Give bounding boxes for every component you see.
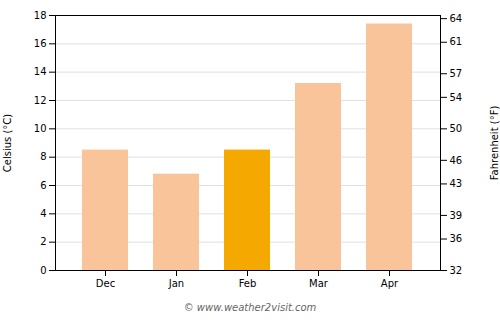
svg-text:Celsius (°C): Celsius (°C) bbox=[2, 114, 13, 173]
svg-text:64: 64 bbox=[450, 13, 463, 24]
svg-text:10: 10 bbox=[34, 123, 47, 134]
svg-text:Dec: Dec bbox=[96, 278, 115, 289]
svg-text:Feb: Feb bbox=[239, 278, 257, 289]
svg-text:14: 14 bbox=[34, 66, 47, 77]
svg-text:57: 57 bbox=[450, 68, 463, 79]
svg-text:18: 18 bbox=[34, 10, 47, 21]
svg-text:32: 32 bbox=[450, 265, 463, 276]
svg-text:39: 39 bbox=[450, 210, 463, 221]
svg-text:8: 8 bbox=[40, 151, 46, 162]
svg-text:61: 61 bbox=[450, 36, 463, 47]
svg-text:0: 0 bbox=[40, 265, 46, 276]
svg-text:2: 2 bbox=[40, 236, 46, 247]
svg-text:Fahrenheit (°F): Fahrenheit (°F) bbox=[489, 106, 500, 181]
svg-text:43: 43 bbox=[450, 178, 463, 189]
svg-text:36: 36 bbox=[450, 233, 463, 244]
html-text:© www.weather2visit.com: © www.weather2visit.com bbox=[183, 302, 317, 313]
svg-text:Mar: Mar bbox=[309, 278, 329, 289]
svg-text:54: 54 bbox=[450, 92, 463, 103]
svg-text:50: 50 bbox=[450, 123, 463, 134]
svg-text:Jan: Jan bbox=[168, 278, 184, 289]
svg-text:6: 6 bbox=[40, 180, 46, 191]
svg-text:Apr: Apr bbox=[381, 278, 399, 289]
svg-text:16: 16 bbox=[34, 38, 47, 49]
svg-text:12: 12 bbox=[34, 95, 47, 106]
svg-text:46: 46 bbox=[450, 155, 463, 166]
svg-text:4: 4 bbox=[40, 208, 46, 219]
